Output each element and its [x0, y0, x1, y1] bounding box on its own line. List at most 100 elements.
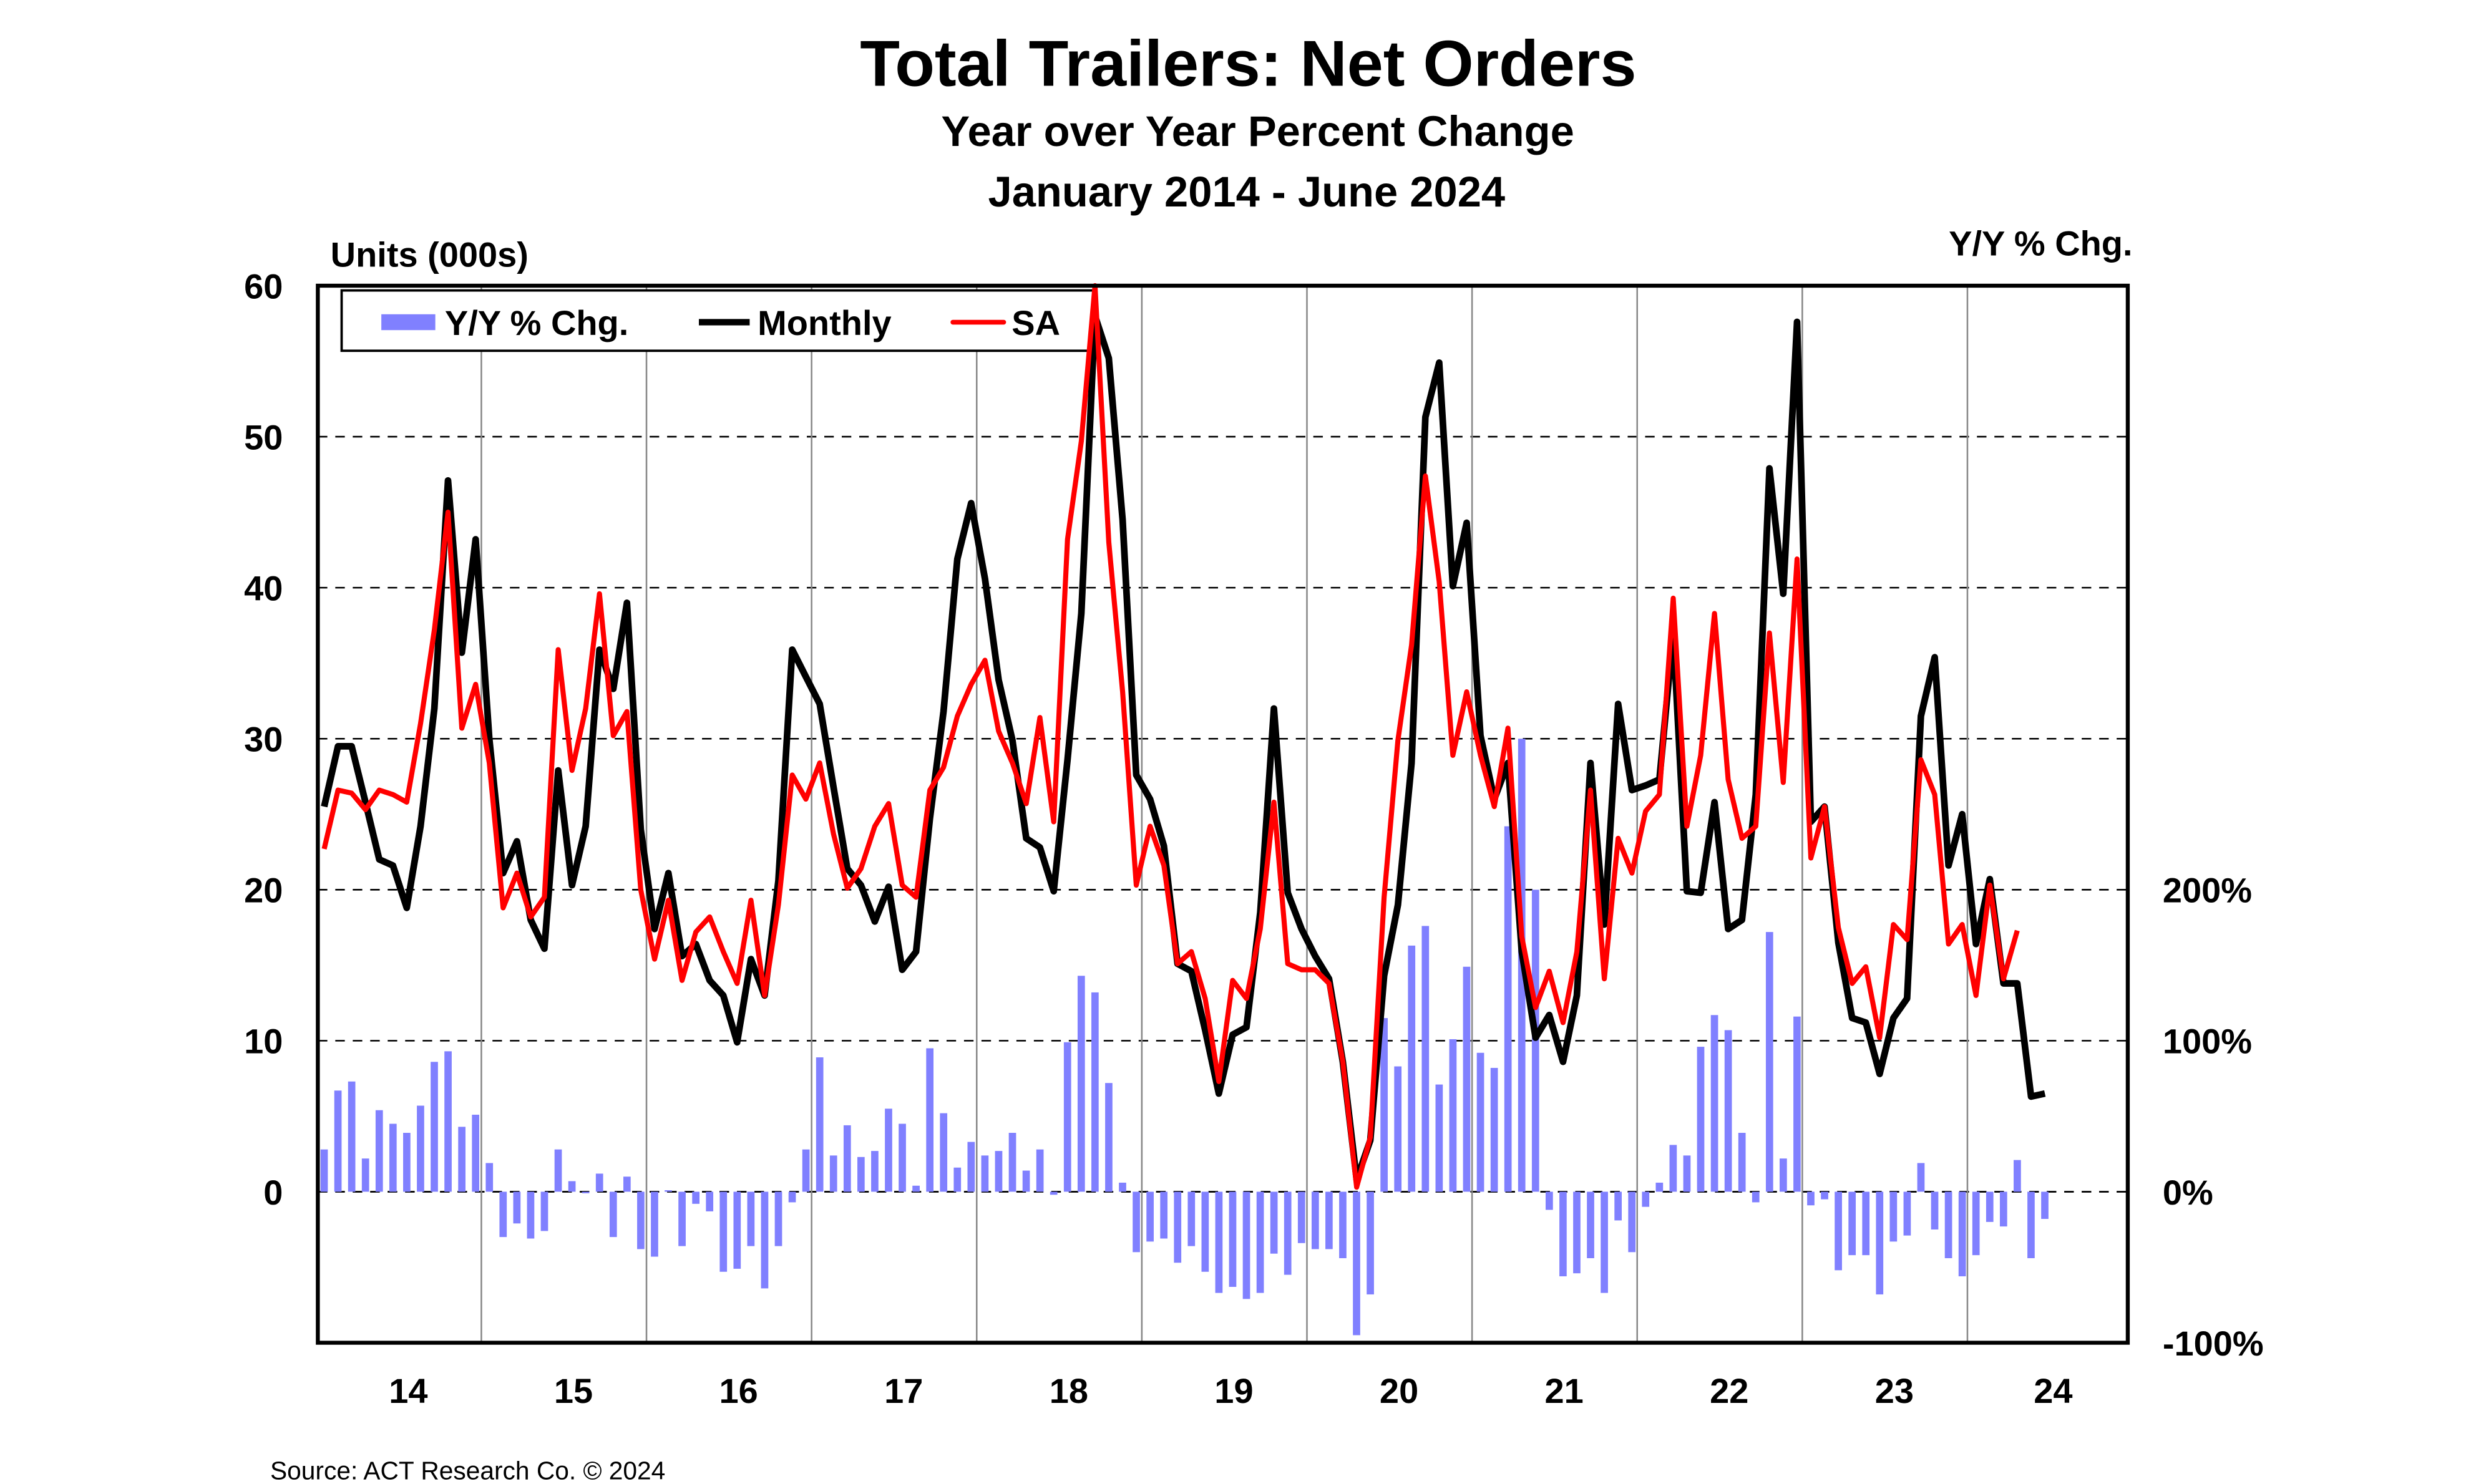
y-tick-right: 100%: [2163, 1022, 2252, 1061]
yy-bar: [2041, 1191, 2049, 1220]
yy-bar: [899, 1123, 906, 1192]
y-axis-right-label: Y/Y % Chg.: [1949, 224, 2132, 263]
y-tick-left: 30: [244, 720, 283, 759]
y-tick-left: 60: [244, 266, 283, 306]
yy-bar: [1077, 976, 1085, 1192]
yy-bar: [1160, 1191, 1168, 1239]
yy-bar: [1642, 1191, 1650, 1207]
yy-bar: [348, 1081, 356, 1192]
yy-bar: [1683, 1155, 1691, 1192]
x-tick: 24: [2034, 1371, 2072, 1410]
yy-bar: [651, 1191, 658, 1257]
y-tick-left: 20: [244, 871, 283, 910]
x-ticks: 14 15 16 17 18 19 20 21 22 23 24: [389, 1371, 2072, 1410]
yy-bar: [967, 1142, 975, 1192]
yy-bar: [431, 1062, 438, 1192]
yy-bar: [582, 1191, 590, 1193]
yy-bar: [1435, 1084, 1443, 1192]
yy-bar: [1325, 1191, 1333, 1249]
yy-bar: [1862, 1191, 1870, 1256]
yy-bar: [375, 1110, 383, 1192]
yy-bar: [1050, 1191, 1058, 1195]
yy-bar: [1807, 1191, 1815, 1206]
yy-bar: [1601, 1191, 1608, 1293]
yy-bar: [871, 1151, 879, 1192]
yy-bar: [1573, 1191, 1581, 1274]
yy-bar: [609, 1191, 617, 1238]
yy-bar: [1063, 1042, 1071, 1192]
yy-bar: [1311, 1191, 1319, 1249]
yy-bar: [1697, 1047, 1705, 1192]
yy-bar: [912, 1185, 920, 1192]
yy-bar: [554, 1149, 562, 1192]
plot-frame: [316, 283, 2130, 1345]
yy-bar: [1022, 1170, 1030, 1192]
x-tick: 23: [1875, 1371, 1914, 1410]
yy-bar: [678, 1191, 686, 1246]
yy-bar: [1133, 1191, 1140, 1253]
yy-bar: [995, 1151, 1003, 1192]
yy-bar: [1669, 1145, 1677, 1192]
yy-bar: [568, 1181, 576, 1192]
yy-bar: [1958, 1191, 1966, 1277]
yy-bar: [926, 1048, 934, 1192]
yy-bar: [1944, 1191, 1952, 1258]
yy-bar: [885, 1108, 892, 1192]
yy-bar: [719, 1191, 728, 1272]
yy-bar: [1490, 1067, 1498, 1192]
yy-bar: [1119, 1182, 1126, 1192]
x-tick: 19: [1214, 1371, 1253, 1410]
x-tick: 17: [884, 1371, 923, 1410]
y-tick-left: 0: [263, 1173, 283, 1212]
yy-bar: [595, 1173, 603, 1192]
y-tick-right: 200%: [2163, 871, 2252, 910]
yy-bar: [1931, 1191, 1939, 1229]
yy-bar: [665, 1190, 672, 1192]
yy-bar: [1587, 1191, 1594, 1258]
y-tick-left: 50: [244, 417, 283, 457]
x-tick: 15: [554, 1371, 593, 1410]
yy-bar: [788, 1191, 796, 1203]
yy-bar: [733, 1191, 741, 1269]
yy-bar: [953, 1167, 962, 1192]
yy-bar: [843, 1125, 851, 1192]
series-line-sa: [321, 283, 2020, 1190]
yy-bar: [1421, 926, 1430, 1192]
x-tick: 20: [1380, 1371, 1418, 1410]
yy-bar: [1270, 1191, 1278, 1254]
yy-bar: [1380, 1018, 1388, 1192]
chart-subtitle: Year over Year Percent Change: [941, 107, 1574, 155]
yy-bar: [320, 1149, 328, 1192]
y-ticks-right: 200% 100% 0% -100%: [2163, 871, 2264, 1363]
yy-bar: [1408, 945, 1416, 1192]
yy-bar: [1229, 1191, 1237, 1287]
yy-bar: [334, 1090, 342, 1192]
chart-date-range: January 2014 - June 2024: [988, 168, 1506, 216]
legend-label-sa: SA: [1011, 303, 1060, 342]
legend-label-yy: Y/Y % Chg.: [445, 303, 628, 342]
yy-bar: [1876, 1191, 1884, 1295]
yy-bar: [637, 1191, 645, 1249]
x-tick: 14: [389, 1371, 427, 1410]
yy-bar: [417, 1105, 424, 1192]
yy-bar: [458, 1127, 465, 1192]
yy-bar: [1504, 826, 1512, 1192]
yy-bar: [1986, 1191, 1994, 1222]
yy-bar: [774, 1191, 782, 1246]
yy-bar: [499, 1191, 507, 1238]
yy-bar: [1187, 1191, 1196, 1246]
yy-bar: [1545, 1191, 1553, 1210]
yy-bar: [540, 1191, 548, 1231]
y-axis-left-label: Units (000s): [331, 235, 529, 274]
y-ticks-left: 60 50 40 30 20 10 0: [244, 266, 283, 1211]
yy-bar: [1710, 1015, 1718, 1192]
yy-bar: [1752, 1191, 1760, 1203]
lines: [321, 283, 2046, 1190]
yy-bar: [1917, 1163, 1925, 1192]
yy-bar: [1146, 1191, 1154, 1242]
yy-bar: [527, 1191, 535, 1239]
yy-bar: [389, 1123, 397, 1192]
yy-bar: [692, 1191, 699, 1204]
yy-bar: [2027, 1191, 2035, 1258]
yy-bar: [2014, 1160, 2021, 1192]
